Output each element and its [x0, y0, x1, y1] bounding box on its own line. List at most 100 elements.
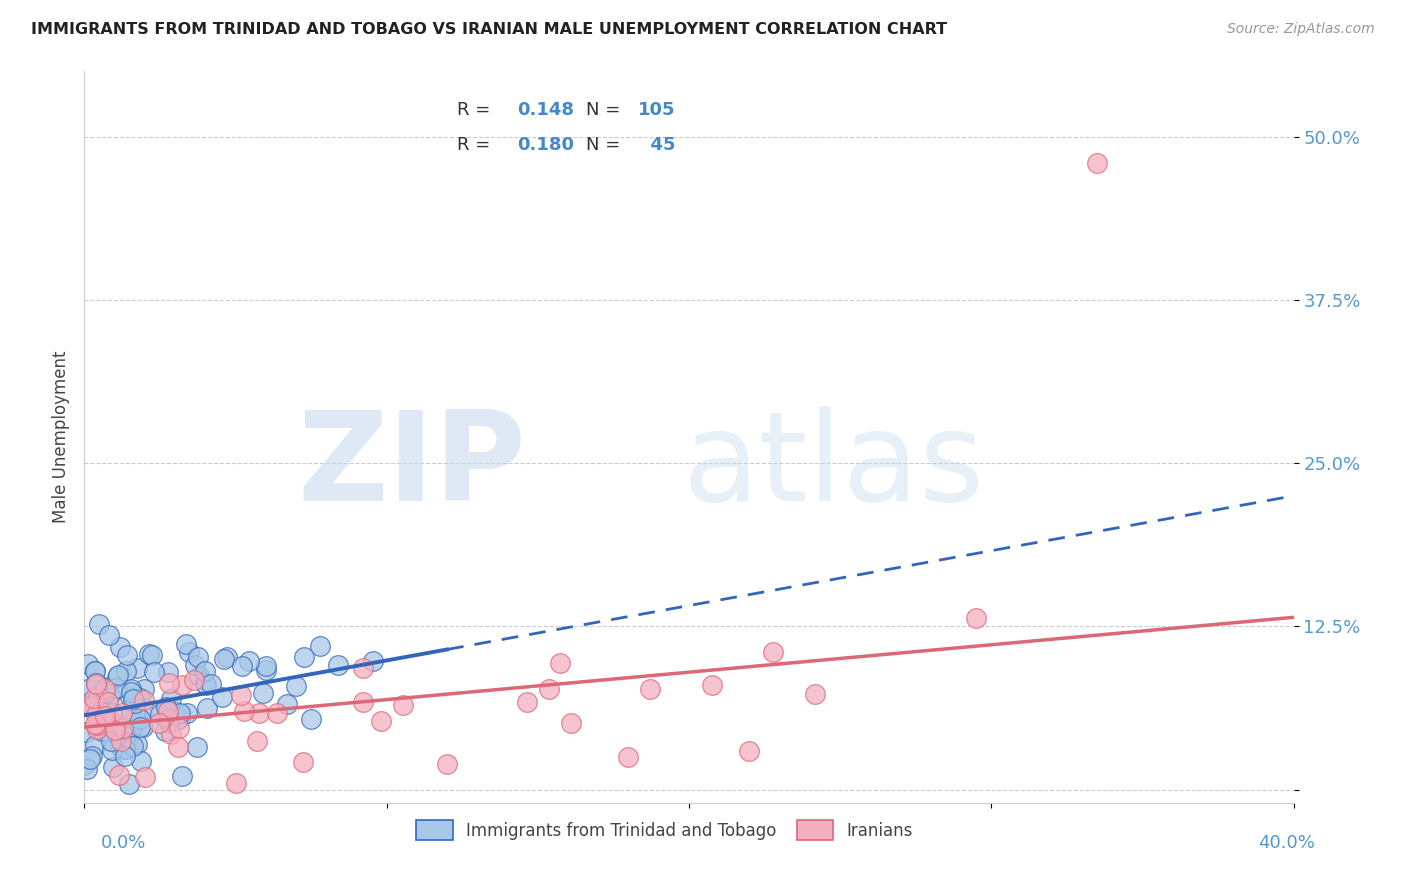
Point: [103, 722, 125, 736]
Point: [100, 734, 122, 748]
Point: [108, 640, 131, 654]
Point: [107, 668, 129, 682]
Point: [129, 713, 152, 727]
Point: [197, 701, 219, 715]
Point: [79, 695, 101, 709]
Point: [516, 695, 538, 709]
Point: [84, 664, 107, 678]
Point: [353, 661, 375, 675]
Point: [149, 707, 172, 722]
Point: [436, 756, 458, 771]
Point: [97, 681, 120, 696]
Point: [114, 664, 136, 678]
Point: [93, 709, 115, 723]
Text: N =: N =: [586, 101, 620, 119]
Point: [101, 706, 124, 721]
Point: [122, 691, 145, 706]
Text: 0.148: 0.148: [517, 101, 574, 119]
Point: [129, 755, 152, 769]
Point: [79, 698, 101, 713]
Point: [155, 724, 177, 739]
Point: [115, 729, 138, 743]
Point: [93, 686, 115, 700]
Point: [176, 636, 198, 650]
Point: [157, 675, 180, 690]
Point: [134, 770, 156, 784]
Point: [110, 741, 132, 756]
Point: [292, 649, 315, 664]
Point: [79, 681, 101, 696]
Point: [118, 690, 141, 705]
Text: 40.0%: 40.0%: [1258, 834, 1315, 852]
Point: [83, 717, 105, 731]
Point: [120, 681, 142, 696]
Point: [120, 706, 142, 721]
Point: [361, 654, 384, 668]
Point: [266, 706, 288, 721]
Point: [200, 676, 222, 690]
Point: [132, 693, 155, 707]
Point: [110, 733, 132, 747]
Point: [87, 688, 110, 702]
Point: [183, 673, 205, 687]
Point: [117, 737, 139, 751]
Text: R =: R =: [457, 101, 496, 119]
Point: [231, 688, 253, 702]
Point: [122, 691, 145, 706]
Point: [80, 699, 103, 714]
Point: [391, 698, 413, 712]
Point: [254, 659, 277, 673]
Point: [80, 749, 103, 764]
Y-axis label: Male Unemployment: Male Unemployment: [52, 351, 70, 524]
Text: 45: 45: [638, 136, 676, 153]
Point: [617, 750, 640, 764]
Point: [738, 743, 761, 757]
Point: [167, 740, 190, 755]
Point: [187, 669, 209, 683]
Point: [233, 704, 256, 718]
Point: [84, 739, 107, 753]
Point: [157, 704, 180, 718]
Point: [215, 650, 238, 665]
Point: [156, 665, 179, 679]
Point: [184, 657, 207, 672]
Point: [160, 692, 183, 706]
Point: [762, 645, 785, 659]
Point: [129, 690, 152, 705]
Point: [77, 657, 100, 671]
Text: ZIP: ZIP: [297, 406, 526, 527]
Text: Source: ZipAtlas.com: Source: ZipAtlas.com: [1227, 22, 1375, 37]
Point: [101, 759, 124, 773]
Point: [104, 723, 127, 737]
Point: [84, 665, 107, 679]
Point: [105, 681, 128, 695]
Point: [231, 658, 253, 673]
Point: [124, 705, 146, 719]
Point: [115, 648, 138, 663]
Point: [90, 723, 112, 738]
Text: 0.180: 0.180: [517, 136, 574, 153]
Point: [98, 688, 121, 702]
Point: [291, 755, 314, 769]
Point: [132, 720, 155, 734]
Point: [166, 712, 188, 726]
Point: [141, 648, 163, 662]
Point: [89, 616, 111, 631]
Text: 105: 105: [638, 101, 676, 119]
Point: [91, 704, 114, 718]
Point: [194, 665, 217, 679]
Point: [176, 706, 198, 720]
Point: [105, 670, 128, 684]
Point: [299, 712, 322, 726]
Point: [97, 711, 120, 725]
Point: [163, 704, 186, 718]
Point: [125, 661, 148, 675]
Point: [160, 727, 183, 741]
Point: [700, 678, 723, 692]
Point: [84, 707, 107, 722]
Point: [118, 717, 141, 731]
Text: N =: N =: [586, 136, 620, 153]
Point: [148, 716, 170, 731]
Point: [114, 742, 136, 756]
Point: [170, 769, 193, 783]
